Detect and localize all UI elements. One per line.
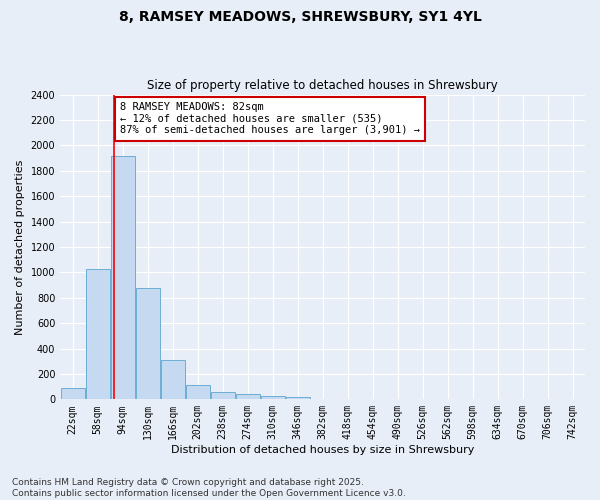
Text: 8 RAMSEY MEADOWS: 82sqm
← 12% of detached houses are smaller (535)
87% of semi-d: 8 RAMSEY MEADOWS: 82sqm ← 12% of detache… (120, 102, 420, 136)
Bar (236, 394, 260, 400)
Title: Size of property relative to detached houses in Shrewsbury: Size of property relative to detached ho… (147, 79, 498, 92)
X-axis label: Distribution of detached houses by size in Shrewsbury: Distribution of detached houses by size … (171, 445, 474, 455)
Bar (260, 396, 284, 400)
Y-axis label: Number of detached properties: Number of detached properties (15, 160, 25, 334)
Bar (61, 388, 85, 400)
Bar (185, 384, 209, 400)
Text: Contains HM Land Registry data © Crown copyright and database right 2025.
Contai: Contains HM Land Registry data © Crown c… (12, 478, 406, 498)
Bar (136, 288, 160, 400)
Text: 8, RAMSEY MEADOWS, SHREWSBURY, SY1 4YL: 8, RAMSEY MEADOWS, SHREWSBURY, SY1 4YL (119, 10, 481, 24)
Bar (110, 156, 134, 400)
Bar (161, 360, 185, 400)
Bar (211, 392, 235, 400)
Bar (86, 268, 110, 400)
Bar (286, 398, 310, 400)
